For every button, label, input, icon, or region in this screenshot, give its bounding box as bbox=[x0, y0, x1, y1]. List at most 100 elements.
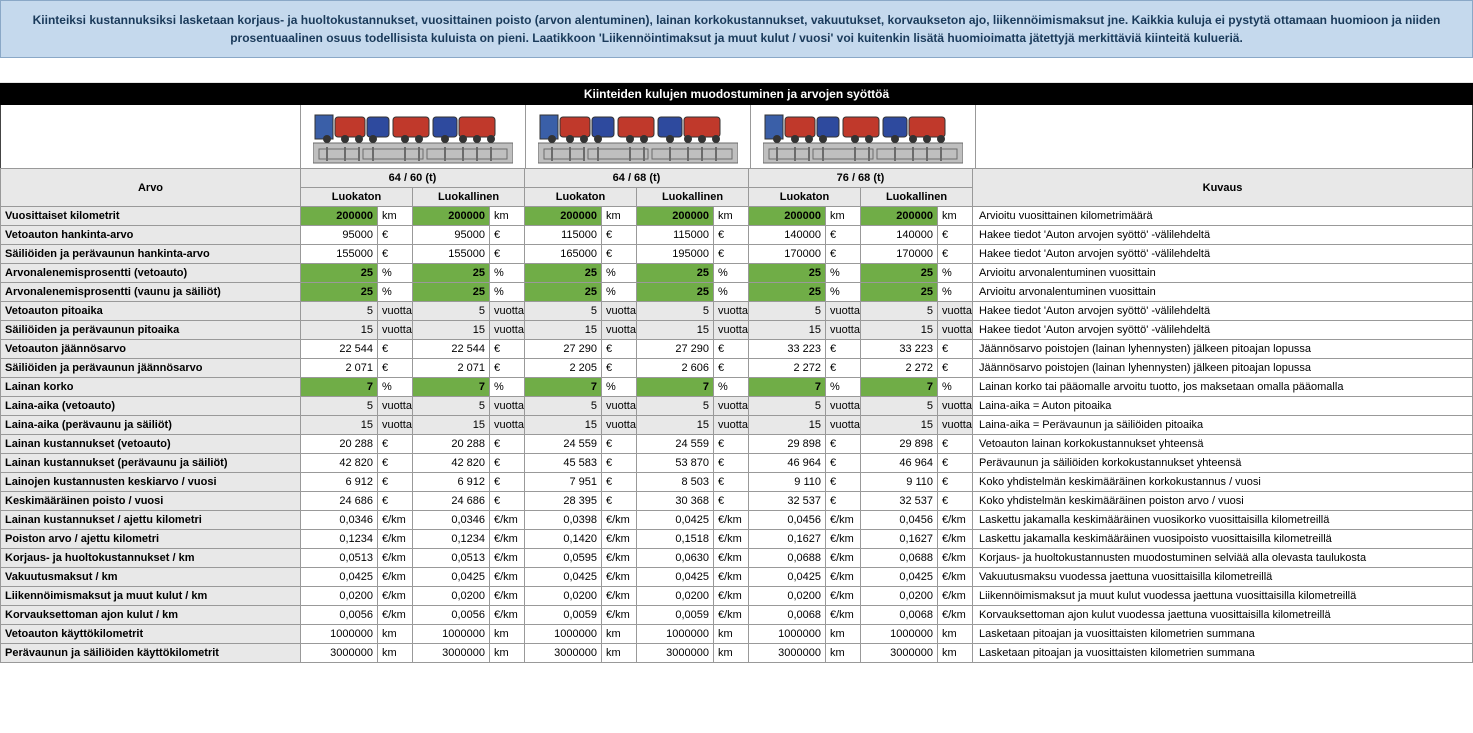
unit-cell: € bbox=[938, 340, 973, 359]
unit-cell: km bbox=[602, 207, 637, 226]
value-cell: 5 bbox=[861, 397, 938, 416]
value-cell[interactable]: 200000 bbox=[413, 207, 490, 226]
value-cell[interactable]: 25 bbox=[301, 264, 378, 283]
unit-cell: km bbox=[714, 625, 749, 644]
unit-cell: vuotta bbox=[602, 302, 637, 321]
unit-cell: € bbox=[378, 473, 413, 492]
value-cell: 115000 bbox=[637, 226, 714, 245]
desc-cell: Arvioitu arvonalentuminen vuosittain bbox=[973, 264, 1473, 283]
table-row: Vetoauton hankinta-arvo95000€95000€11500… bbox=[1, 226, 1473, 245]
unit-cell: € bbox=[938, 245, 973, 264]
value-cell: 0,0595 bbox=[525, 549, 602, 568]
value-cell: 0,0688 bbox=[861, 549, 938, 568]
unit-cell: % bbox=[714, 378, 749, 397]
desc-cell: Hakee tiedot 'Auton arvojen syöttö' -väl… bbox=[973, 302, 1473, 321]
value-cell: 1000000 bbox=[413, 625, 490, 644]
value-cell[interactable]: 25 bbox=[637, 264, 714, 283]
value-cell: 1000000 bbox=[861, 625, 938, 644]
value-cell[interactable]: 25 bbox=[861, 264, 938, 283]
value-cell[interactable]: 25 bbox=[413, 283, 490, 302]
unit-cell: €/km bbox=[938, 511, 973, 530]
value-cell[interactable]: 25 bbox=[637, 283, 714, 302]
value-cell: 5 bbox=[413, 397, 490, 416]
unit-cell: vuotta bbox=[378, 416, 413, 435]
value-cell: 42 820 bbox=[301, 454, 378, 473]
desc-cell: Vetoauton lainan korkokustannukset yhtee… bbox=[973, 435, 1473, 454]
value-cell: 0,0425 bbox=[637, 511, 714, 530]
value-cell: 0,0425 bbox=[749, 568, 826, 587]
table-row: Lainan kustannukset (perävaunu ja säiliö… bbox=[1, 454, 1473, 473]
value-cell[interactable]: 200000 bbox=[525, 207, 602, 226]
value-cell: 0,0346 bbox=[413, 511, 490, 530]
section-title-bar: Kiinteiden kulujen muodostuminen ja arvo… bbox=[0, 83, 1473, 105]
table-body: Vuosittaiset kilometrit200000km200000km2… bbox=[1, 207, 1473, 663]
head-sub: Luokallinen bbox=[861, 188, 973, 207]
row-label: Korjaus- ja huoltokustannukset / km bbox=[1, 549, 301, 568]
desc-cell: Laina-aika = Perävaunun ja säiliöiden pi… bbox=[973, 416, 1473, 435]
head-weight-1: 64 / 60 (t) bbox=[301, 169, 525, 188]
unit-cell: km bbox=[938, 644, 973, 663]
value-cell: 5 bbox=[301, 302, 378, 321]
value-cell[interactable]: 200000 bbox=[637, 207, 714, 226]
value-cell[interactable]: 25 bbox=[525, 283, 602, 302]
value-cell[interactable]: 25 bbox=[749, 264, 826, 283]
value-cell[interactable]: 25 bbox=[525, 264, 602, 283]
value-cell[interactable]: 7 bbox=[749, 378, 826, 397]
value-cell: 2 071 bbox=[301, 359, 378, 378]
value-cell[interactable]: 7 bbox=[525, 378, 602, 397]
value-cell[interactable]: 25 bbox=[301, 283, 378, 302]
table-row: Lainojen kustannusten keskiarvo / vuosi6… bbox=[1, 473, 1473, 492]
value-cell: 155000 bbox=[301, 245, 378, 264]
value-cell: 15 bbox=[637, 416, 714, 435]
value-cell: 0,0513 bbox=[301, 549, 378, 568]
value-cell[interactable]: 200000 bbox=[749, 207, 826, 226]
desc-cell: Korvauksettoman ajon kulut vuodessa jaet… bbox=[973, 606, 1473, 625]
unit-cell: % bbox=[490, 264, 525, 283]
unit-cell: €/km bbox=[938, 606, 973, 625]
value-cell: 27 290 bbox=[525, 340, 602, 359]
value-cell[interactable]: 7 bbox=[413, 378, 490, 397]
value-cell[interactable]: 200000 bbox=[861, 207, 938, 226]
value-cell[interactable]: 25 bbox=[749, 283, 826, 302]
value-cell: 22 544 bbox=[413, 340, 490, 359]
table-row: Säiliöiden ja perävaunun jäännösarvo2 07… bbox=[1, 359, 1473, 378]
row-label: Vetoauton pitoaika bbox=[1, 302, 301, 321]
truck-image-2 bbox=[526, 105, 751, 168]
table-row: Arvonalenemisprosentti (vaunu ja säiliöt… bbox=[1, 283, 1473, 302]
value-cell: 0,0200 bbox=[861, 587, 938, 606]
value-cell: 6 912 bbox=[413, 473, 490, 492]
value-cell: 33 223 bbox=[749, 340, 826, 359]
unit-cell: € bbox=[490, 435, 525, 454]
value-cell[interactable]: 25 bbox=[413, 264, 490, 283]
unit-cell: €/km bbox=[714, 568, 749, 587]
unit-cell: €/km bbox=[602, 511, 637, 530]
unit-cell: % bbox=[938, 283, 973, 302]
value-cell: 3000000 bbox=[525, 644, 602, 663]
desc-cell: Jäännösarvo poistojen (lainan lyhennyste… bbox=[973, 340, 1473, 359]
unit-cell: km bbox=[602, 625, 637, 644]
table-row: Laina-aika (perävaunu ja säiliöt) 15 vuott… bbox=[1, 416, 1473, 435]
value-cell: 0,0200 bbox=[413, 587, 490, 606]
unit-cell: € bbox=[714, 340, 749, 359]
desc-cell: Perävaunun ja säiliöiden korkokustannuks… bbox=[973, 454, 1473, 473]
value-cell[interactable]: 25 bbox=[861, 283, 938, 302]
value-cell: 15 bbox=[861, 416, 938, 435]
value-cell[interactable]: 200000 bbox=[301, 207, 378, 226]
value-cell: 5 bbox=[637, 302, 714, 321]
unit-cell: € bbox=[602, 492, 637, 511]
cost-table: Arvo 64 / 60 (t) 64 / 68 (t) 76 / 68 (t)… bbox=[0, 168, 1473, 663]
value-cell: 53 870 bbox=[637, 454, 714, 473]
row-label: Laina-aika (perävaunu ja säiliöt) bbox=[1, 416, 301, 435]
row-label: Vetoauton jäännösarvo bbox=[1, 340, 301, 359]
spacer bbox=[0, 58, 1473, 83]
value-cell: 0,0425 bbox=[413, 568, 490, 587]
value-cell: 27 290 bbox=[637, 340, 714, 359]
value-cell: 5 bbox=[525, 397, 602, 416]
row-label: Lainan kustannukset (perävaunu ja säiliö… bbox=[1, 454, 301, 473]
value-cell: 22 544 bbox=[301, 340, 378, 359]
row-label: Säiliöiden ja perävaunun jäännösarvo bbox=[1, 359, 301, 378]
value-cell[interactable]: 7 bbox=[301, 378, 378, 397]
unit-cell: % bbox=[378, 378, 413, 397]
value-cell[interactable]: 7 bbox=[861, 378, 938, 397]
value-cell[interactable]: 7 bbox=[637, 378, 714, 397]
